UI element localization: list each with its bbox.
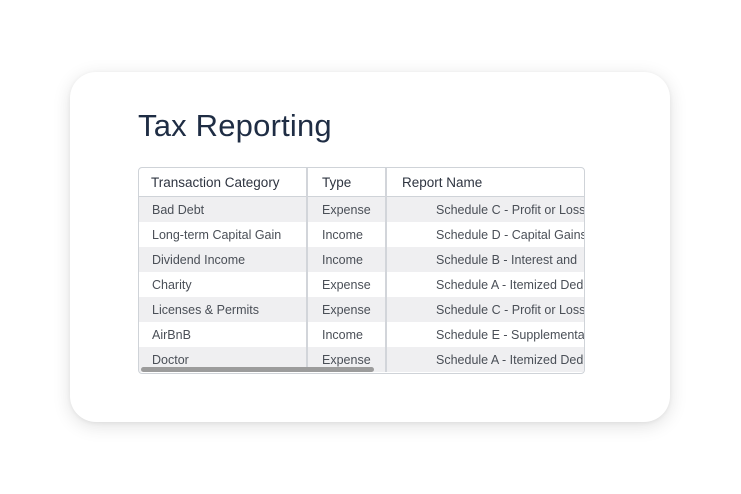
table-row[interactable]: AirBnB Income Schedule E - Supplemental [139,322,584,347]
table-header-row: Transaction Category Type Report Name [139,168,584,197]
cell-transaction-category: Dividend Income [139,247,308,272]
column-header-type[interactable]: Type [307,168,387,197]
cell-type: Income [307,322,387,347]
cell-transaction-category: Charity [139,272,308,297]
column-header-report-name[interactable]: Report Name [386,168,584,197]
cell-report-name: Schedule C - Profit or Loss [386,297,584,322]
cell-report-name: Schedule E - Supplemental [386,322,584,347]
tax-reporting-table: Transaction Category Type Report Name Ba… [139,168,584,372]
cell-transaction-category: Licenses & Permits [139,297,308,322]
tax-reporting-table-container[interactable]: Transaction Category Type Report Name Ba… [138,167,585,374]
cell-type: Income [307,247,387,272]
cell-report-name: Schedule A - Itemized Deductions [386,347,584,372]
table-row[interactable]: Charity Expense Schedule A - Itemized De… [139,272,584,297]
cell-transaction-category: AirBnB [139,322,308,347]
table-row[interactable]: Dividend Income Income Schedule B - Inte… [139,247,584,272]
cell-report-name: Schedule B - Interest and [386,247,584,272]
cell-type: Expense [307,196,387,222]
cell-type: Expense [307,297,387,322]
cell-transaction-category: Bad Debt [139,196,308,222]
table-row[interactable]: Licenses & Permits Expense Schedule C - … [139,297,584,322]
cell-report-name: Schedule D - Capital Gains [386,222,584,247]
horizontal-scrollbar-thumb[interactable] [141,367,374,372]
tax-reporting-card: Tax Reporting Transaction Category Type … [70,72,670,422]
column-header-transaction-category[interactable]: Transaction Category [139,168,308,197]
cell-transaction-category: Long-term Capital Gain [139,222,308,247]
page-title: Tax Reporting [138,108,332,143]
table-row[interactable]: Bad Debt Expense Schedule C - Profit or … [139,196,584,222]
cell-type: Expense [307,272,387,297]
table-row[interactable]: Long-term Capital Gain Income Schedule D… [139,222,584,247]
cell-report-name: Schedule C - Profit or Loss [386,196,584,222]
cell-report-name: Schedule A - Itemized Deductions [386,272,584,297]
cell-type: Income [307,222,387,247]
